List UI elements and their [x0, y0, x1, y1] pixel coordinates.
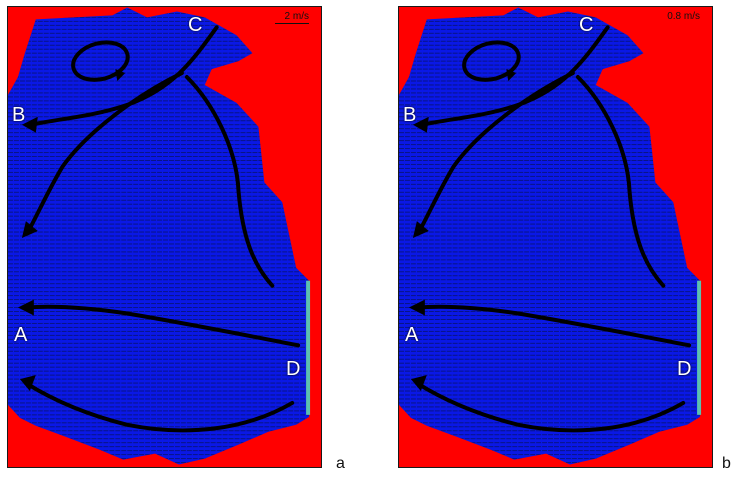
point-label-b: B: [12, 104, 26, 126]
flow-map-b-svg: [399, 7, 712, 467]
arrowhead: [412, 116, 429, 133]
flow-path-d-a-upper: [414, 304, 692, 348]
arrowhead: [21, 116, 38, 133]
point-label-d: D: [677, 358, 692, 380]
flow-map-panel-a: 2 m/s C B A D: [7, 6, 322, 468]
flow-eddy: [462, 40, 521, 82]
point-label-a: A: [405, 324, 419, 346]
flow-map-a-svg: [8, 7, 321, 467]
flow-map-panel-b: 0.8 m/s C B A D: [398, 6, 713, 468]
scale-label: 0.8 m/s: [667, 11, 700, 22]
arrowhead: [17, 299, 34, 316]
panel-letter-b: b: [722, 455, 731, 472]
flow-path-d-a-lower: [23, 381, 295, 433]
flow-path-right: [575, 75, 666, 288]
flow-path-right: [184, 75, 275, 288]
flow-path-c-a: [416, 71, 575, 235]
scale-label: 2 m/s: [284, 11, 309, 22]
boundary-strip: [306, 280, 311, 415]
flow-paths: [23, 25, 301, 433]
point-label-a: A: [14, 324, 28, 346]
flow-path-d-a-lower: [414, 381, 686, 433]
arrowhead: [115, 69, 126, 81]
velocity-vectors: [399, 7, 701, 465]
arrowhead: [412, 221, 429, 238]
flow-arrowheads: [408, 69, 517, 392]
point-label-c: C: [188, 14, 203, 36]
flow-path-d-a-upper: [23, 304, 301, 348]
arrowhead: [408, 299, 425, 316]
arrowhead: [19, 375, 36, 392]
flow-arrowheads: [17, 69, 126, 392]
flow-path-c-a: [25, 71, 184, 235]
point-label-b: B: [403, 104, 417, 126]
arrowhead: [410, 375, 427, 392]
panel-letter-a: a: [336, 455, 345, 472]
flow-paths: [414, 25, 692, 433]
boundary-strip: [697, 280, 702, 415]
scale-bar: [275, 23, 309, 24]
arrowhead: [506, 69, 517, 81]
point-label-c: C: [579, 14, 594, 36]
velocity-vectors: [8, 7, 310, 465]
point-label-d: D: [286, 358, 301, 380]
flow-eddy: [71, 40, 130, 82]
arrowhead: [21, 221, 38, 238]
